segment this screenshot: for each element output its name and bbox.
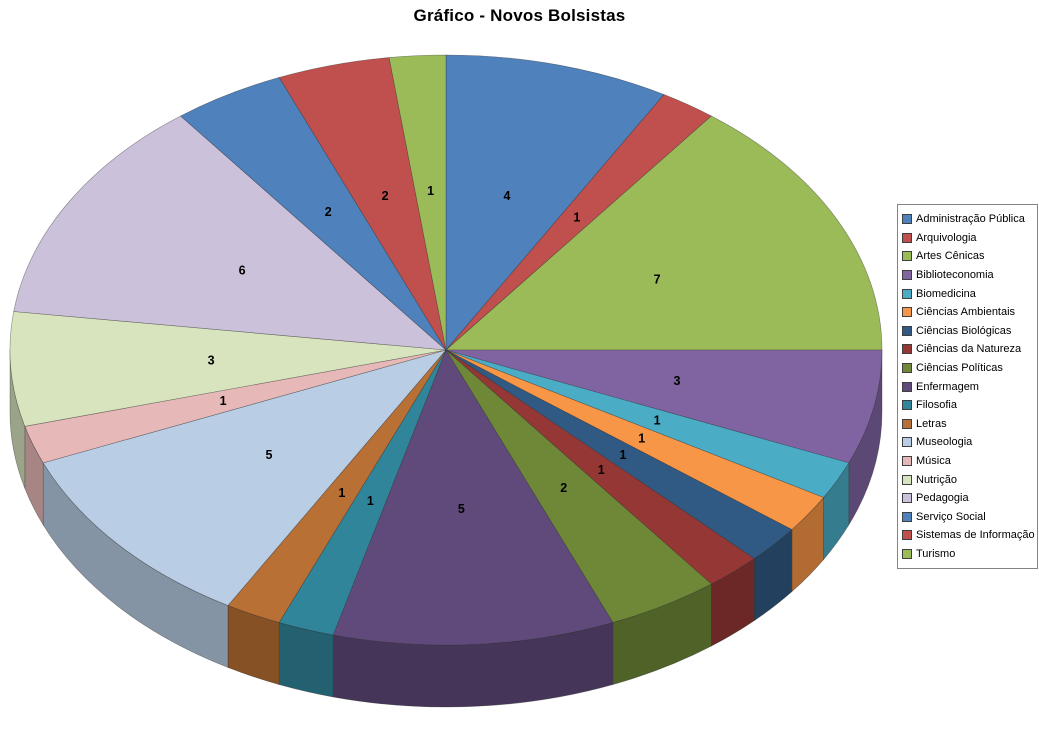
legend-label: Ciências da Natureza bbox=[916, 343, 1022, 356]
legend-label: Ciências Biológicas bbox=[916, 324, 1012, 337]
legend-item-14[interactable]: Música bbox=[902, 452, 1035, 471]
legend-item-4[interactable]: Biblioteconomia bbox=[902, 266, 1035, 285]
legend-item-5[interactable]: Biomedicina bbox=[902, 284, 1035, 303]
legend-item-6[interactable]: Ciências Ambientais bbox=[902, 303, 1035, 322]
legend-swatch bbox=[902, 456, 912, 467]
pie-slice-value-label: 2 bbox=[560, 481, 567, 495]
pie-slice-4[interactable]: Biblioteconomia: 3 bbox=[445, 349, 883, 464]
pie-slice-value-label: 1 bbox=[598, 463, 605, 477]
legend-item-12[interactable]: Letras bbox=[902, 415, 1035, 434]
legend-swatch bbox=[902, 307, 912, 318]
legend-swatch bbox=[902, 400, 912, 411]
legend-label: Nutrição bbox=[916, 473, 957, 486]
legend-swatch bbox=[902, 548, 912, 559]
legend-item-7[interactable]: Ciências Biológicas bbox=[902, 322, 1035, 341]
legend-item-2[interactable]: Arquivologia bbox=[902, 229, 1035, 248]
pie-slice-value-label: 4 bbox=[503, 189, 510, 203]
pie-slice-value-label: 1 bbox=[620, 448, 627, 462]
legend-item-9[interactable]: Ciências Políticas bbox=[902, 359, 1035, 378]
legend-swatch bbox=[902, 344, 912, 355]
legend-item-1[interactable]: Administração Pública bbox=[902, 210, 1035, 229]
legend-label: Administração Pública bbox=[916, 213, 1025, 226]
pie-slice-value-label: 1 bbox=[654, 413, 661, 427]
legend-swatch bbox=[902, 363, 912, 374]
legend-label: Serviço Social bbox=[916, 510, 986, 523]
pie-slice-value-label: 7 bbox=[654, 273, 661, 287]
legend-label: Turismo bbox=[916, 547, 956, 560]
legend-label: Filosofia bbox=[916, 399, 957, 412]
chart-title: Gráfico - Novos Bolsistas bbox=[413, 6, 626, 25]
legend-label: Música bbox=[916, 455, 951, 468]
pie-slice-value-label: 3 bbox=[673, 374, 680, 388]
legend-swatch bbox=[902, 270, 912, 281]
legend-swatch bbox=[902, 530, 912, 541]
pie-slice-value-label: 1 bbox=[220, 394, 227, 408]
legend-swatch bbox=[902, 493, 912, 504]
legend-item-19[interactable]: Turismo bbox=[902, 545, 1035, 564]
pie-slice-16[interactable]: Pedagogia: 6 bbox=[13, 115, 447, 351]
legend-swatch bbox=[902, 325, 912, 336]
pie-slice-value-label: 5 bbox=[266, 448, 273, 462]
legend-label: Ciências Ambientais bbox=[916, 306, 1016, 319]
legend-item-3[interactable]: Artes Cênicas bbox=[902, 247, 1035, 266]
pie-slice-value-label: 1 bbox=[573, 211, 580, 225]
legend-label: Museologia bbox=[916, 436, 973, 449]
pie-slice-15[interactable]: Nutrição: 3 bbox=[9, 311, 447, 427]
legend-swatch bbox=[902, 474, 912, 485]
legend-swatch bbox=[902, 251, 912, 262]
legend-item-11[interactable]: Filosofia bbox=[902, 396, 1035, 415]
legend-swatch bbox=[902, 288, 912, 299]
pie-slice-13[interactable]: Museologia: 5 bbox=[42, 349, 447, 606]
legend-item-15[interactable]: Nutrição bbox=[902, 470, 1035, 489]
legend-label: Enfermagem bbox=[916, 380, 979, 393]
legend-swatch bbox=[902, 381, 912, 392]
pie-slice-value-label: 5 bbox=[458, 502, 465, 516]
pie-slice-value-label: 2 bbox=[325, 205, 332, 219]
legend-swatch bbox=[902, 214, 912, 225]
pie-slice-19[interactable]: Turismo: 1 bbox=[388, 54, 447, 351]
legend-label: Artes Cênicas bbox=[916, 250, 985, 263]
pie-slice-value-label: 2 bbox=[382, 189, 389, 203]
pie-slice-value-label: 1 bbox=[338, 486, 345, 500]
legend-item-17[interactable]: Serviço Social bbox=[902, 508, 1035, 527]
legend-item-8[interactable]: Ciências da Natureza bbox=[902, 340, 1035, 359]
pie-slice-value-label: 1 bbox=[427, 184, 434, 198]
legend-item-10[interactable]: Enfermagem bbox=[902, 377, 1035, 396]
legend-label: Ciências Políticas bbox=[916, 362, 1003, 375]
legend-label: Letras bbox=[916, 417, 947, 430]
pie-slice-value-label: 1 bbox=[638, 432, 645, 446]
legend-label: Arquivologia bbox=[916, 231, 977, 244]
legend-label: Sistemas de Informação bbox=[916, 529, 1035, 542]
legend: Administração Pública Arquivologia Artes C… bbox=[897, 204, 1038, 570]
legend-item-16[interactable]: Pedagogia bbox=[902, 489, 1035, 508]
legend-swatch bbox=[902, 511, 912, 522]
pie-slice-3[interactable]: Artes Cênicas: 7 bbox=[445, 115, 883, 351]
legend-swatch bbox=[902, 437, 912, 448]
legend-label: Biblioteconomia bbox=[916, 269, 994, 282]
pie-slice-value-label: 3 bbox=[208, 353, 215, 367]
legend-label: Biomedicina bbox=[916, 287, 976, 300]
legend-item-18[interactable]: Sistemas de Informação bbox=[902, 526, 1035, 545]
pie-slice-10[interactable]: Enfermagem: 5 bbox=[332, 349, 614, 646]
legend-label: Pedagogia bbox=[916, 492, 969, 505]
legend-swatch bbox=[902, 232, 912, 243]
legend-swatch bbox=[902, 418, 912, 429]
pie-slice-value-label: 6 bbox=[239, 263, 246, 277]
legend-item-13[interactable]: Museologia bbox=[902, 433, 1035, 452]
pie-slice-value-label: 1 bbox=[367, 494, 374, 508]
pie-slice-1[interactable]: Administração Pública: 4 bbox=[445, 54, 665, 351]
